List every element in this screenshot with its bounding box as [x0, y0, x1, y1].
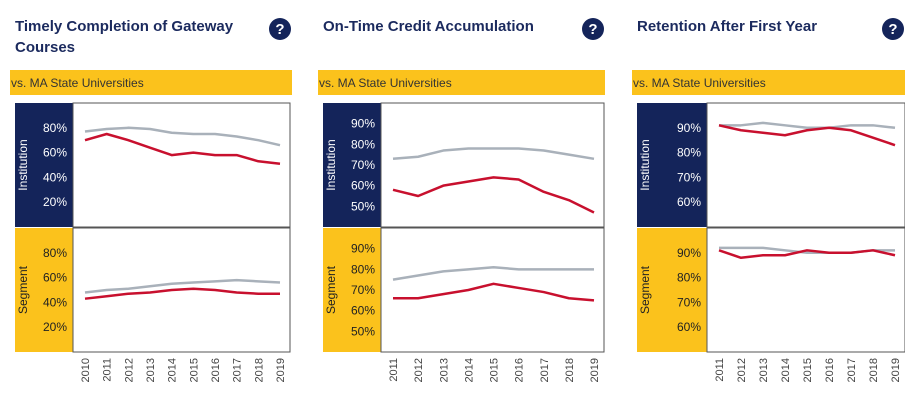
- x-tick-label: 2013: [438, 358, 450, 382]
- y-tick-label: 60%: [43, 271, 67, 285]
- x-tick-label: 2019: [275, 358, 287, 382]
- row-sidebar: [15, 228, 73, 352]
- x-tick-label: 2016: [210, 358, 222, 382]
- panel-title: On-Time Credit Accumulation: [323, 18, 534, 35]
- y-tick-label: 90%: [351, 242, 375, 256]
- x-tick-label: 2017: [232, 358, 244, 382]
- x-tick-label: 2014: [780, 358, 792, 382]
- y-tick-label: 90%: [677, 246, 701, 260]
- subtitle-bar: [10, 70, 292, 95]
- series-line: [84, 126, 281, 147]
- help-icon: [269, 18, 291, 40]
- x-tick-label: 2012: [736, 358, 748, 382]
- y-tick-label: 80%: [351, 137, 375, 151]
- series-line: [393, 282, 595, 302]
- y-tick-label: 50%: [351, 199, 375, 213]
- x-tick-label: 2015: [489, 358, 501, 382]
- y-tick-label: 60%: [351, 304, 375, 318]
- x-tick-label: 2018: [253, 358, 265, 382]
- x-tick-label: 2013: [145, 358, 157, 382]
- subtitle: vs. MA State Universities: [319, 76, 452, 90]
- x-tick-label: 2015: [802, 358, 814, 382]
- x-tick-label: 2017: [846, 358, 858, 382]
- help-icon-glyph[interactable]: ?: [888, 21, 897, 38]
- subtitle-bar: [632, 70, 905, 95]
- row-sidebar: [637, 103, 707, 227]
- row-sidebar: [323, 228, 381, 352]
- series-line: [392, 266, 594, 281]
- x-tick-label: 2010: [80, 358, 92, 382]
- plot-area: [706, 102, 905, 228]
- x-tick-label: 2013: [758, 358, 770, 382]
- row-label: Segment: [638, 265, 652, 314]
- row-label: Segment: [324, 265, 338, 314]
- help-icon-glyph[interactable]: ?: [588, 21, 597, 38]
- help-icon: [882, 18, 904, 40]
- y-tick-label: 80%: [43, 121, 67, 135]
- series-line: [392, 176, 595, 214]
- y-tick-label: 60%: [351, 179, 375, 193]
- x-tick-label: 2017: [539, 358, 551, 382]
- row-sidebar: [323, 103, 381, 227]
- series-line: [718, 124, 896, 147]
- series-line: [84, 287, 280, 300]
- plot-area: [380, 227, 605, 353]
- x-tick-label: 2011: [102, 358, 114, 382]
- x-tick-label: 2011: [388, 358, 400, 382]
- x-tick-label: 2018: [868, 358, 880, 382]
- y-tick-label: 70%: [677, 295, 701, 309]
- subtitle: vs. MA State Universities: [633, 76, 766, 90]
- y-tick-label: 20%: [43, 195, 67, 209]
- y-tick-label: 20%: [43, 320, 67, 334]
- y-tick-label: 50%: [351, 324, 375, 338]
- row-label: Segment: [16, 265, 30, 314]
- x-tick-label: 2012: [413, 358, 425, 382]
- row-sidebar: [15, 103, 73, 227]
- x-tick-label: 2016: [824, 358, 836, 382]
- y-tick-label: 80%: [351, 262, 375, 276]
- x-tick-label: 2011: [714, 358, 726, 382]
- y-tick-label: 40%: [43, 295, 67, 309]
- x-tick-label: 2012: [123, 358, 135, 382]
- panel-title: Timely Completion of Gateway Courses: [15, 18, 234, 56]
- y-tick-label: 40%: [43, 170, 67, 184]
- row-label: Institution: [638, 139, 652, 190]
- series-line: [84, 278, 281, 294]
- x-tick-label: 2014: [167, 358, 179, 382]
- y-tick-label: 70%: [351, 283, 375, 297]
- x-tick-label: 2019: [890, 358, 902, 382]
- series-line: [392, 147, 595, 161]
- series-line: [718, 249, 896, 260]
- help-icon: [582, 18, 604, 40]
- row-label: Institution: [324, 139, 338, 190]
- plot-area: [72, 102, 291, 228]
- x-tick-label: 2019: [589, 358, 601, 382]
- subtitle-bar: [318, 70, 605, 95]
- plot-area: [380, 102, 605, 228]
- x-tick-label: 2018: [564, 358, 576, 382]
- y-tick-label: 60%: [677, 320, 701, 334]
- x-tick-label: 2016: [514, 358, 526, 382]
- subtitle: vs. MA State Universities: [11, 76, 144, 90]
- y-tick-label: 90%: [351, 117, 375, 131]
- y-tick-label: 60%: [677, 195, 701, 209]
- y-tick-label: 90%: [677, 121, 701, 135]
- y-tick-label: 80%: [677, 271, 701, 285]
- y-tick-label: 80%: [677, 146, 701, 160]
- y-tick-label: 60%: [43, 146, 67, 160]
- help-icon-glyph[interactable]: ?: [275, 21, 284, 38]
- x-tick-label: 2014: [463, 358, 475, 382]
- x-tick-label: 2015: [188, 358, 200, 382]
- series-line: [719, 121, 896, 130]
- row-label: Institution: [16, 139, 30, 190]
- y-tick-label: 80%: [43, 246, 67, 260]
- row-sidebar: [637, 228, 707, 352]
- y-tick-label: 70%: [351, 158, 375, 172]
- panel-title: Retention After First Year: [637, 18, 818, 35]
- series-line: [84, 132, 281, 166]
- y-tick-label: 70%: [677, 170, 701, 184]
